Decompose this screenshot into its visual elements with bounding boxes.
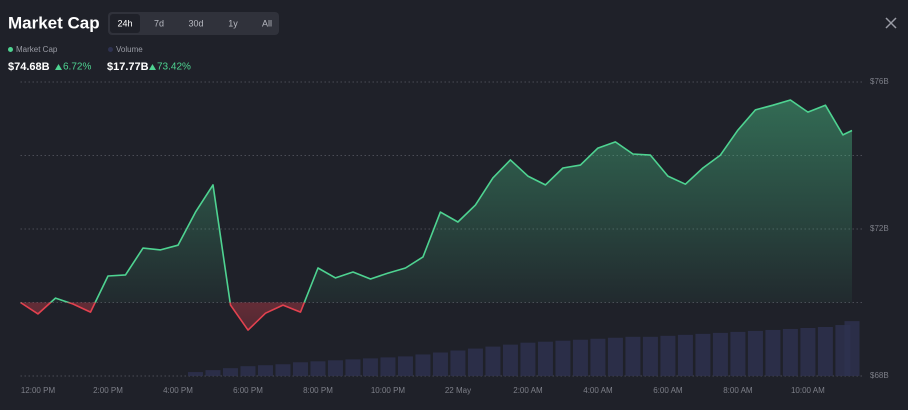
tab[interactable]: 7d: [154, 18, 164, 28]
x-tick-label: 10:00 AM: [791, 386, 825, 395]
stat-change: 6.72%: [63, 62, 91, 73]
volume-bar: [205, 370, 221, 376]
volume-bar: [345, 359, 361, 376]
volume-bar: [275, 364, 291, 376]
tab-label: 1y: [228, 18, 238, 28]
x-tick-label: 4:00 AM: [583, 386, 613, 395]
x-tick-label: 2:00 PM: [93, 386, 123, 395]
close-icon: [885, 17, 897, 29]
volume-bar: [747, 330, 763, 376]
volume-bar: [677, 334, 693, 376]
tab-label: 7d: [154, 18, 164, 28]
x-tick-label: 22 May: [445, 386, 471, 395]
title: Market Cap: [8, 13, 100, 32]
tab-label: All: [262, 18, 272, 28]
y-tick-label: $76B: [870, 77, 889, 86]
price-line: [20, 99, 853, 331]
volume-bar: [380, 357, 396, 376]
volume-bar: [467, 348, 483, 376]
volume-bar: [537, 341, 553, 376]
x-tick-label: 6:00 PM: [233, 386, 263, 395]
x-tick-label: 10:00 PM: [371, 386, 406, 395]
tab[interactable]: 1y: [228, 18, 238, 28]
area-fill: [20, 100, 852, 331]
volume-bar: [327, 360, 343, 376]
volume-bar: [730, 331, 746, 376]
close-button[interactable]: [885, 17, 897, 29]
volume-bar: [362, 358, 378, 376]
y-tick-label: $72B: [870, 224, 889, 233]
volume-bar: [782, 328, 798, 376]
tab[interactable]: All: [262, 18, 272, 28]
tab-label: 30d: [188, 18, 203, 28]
up-arrow: [149, 64, 156, 70]
legend-label: Market Cap: [16, 45, 58, 54]
stat-value: $74.68B: [8, 61, 50, 73]
volume-bar: [187, 372, 203, 376]
legend-dot: [108, 47, 113, 52]
volume-bar: [397, 356, 413, 376]
volume-bar: [485, 346, 501, 376]
tab-bar: [108, 12, 279, 35]
volume-bar: [257, 365, 273, 376]
volume-bar: [695, 333, 711, 376]
volume-bar: [310, 361, 326, 376]
x-tick-label: 6:00 AM: [653, 386, 683, 395]
up-arrow: [55, 64, 62, 70]
y-tick-label: $68B: [870, 371, 889, 380]
volume-bar: [660, 335, 676, 376]
volume-bar: [432, 352, 448, 376]
tab[interactable]: 30d: [188, 18, 203, 28]
volume-bar: [642, 336, 658, 376]
volume-bar: [240, 366, 256, 376]
stat-change: 73.42%: [157, 62, 191, 73]
x-tick-label: 8:00 AM: [723, 386, 753, 395]
volume-bar: [800, 327, 816, 376]
volume-bar: [712, 332, 728, 376]
volume-bar: [590, 338, 606, 376]
volume-bar: [520, 342, 536, 376]
x-tick-label: 2:00 AM: [513, 386, 543, 395]
legend-dot: [8, 47, 13, 52]
x-tick-label: 4:00 PM: [163, 386, 193, 395]
volume-bar: [450, 350, 466, 376]
volume-bar: [572, 339, 588, 376]
volume-bar: [555, 340, 571, 376]
tab-label: 24h: [117, 18, 132, 28]
x-tick-label: 8:00 PM: [303, 386, 333, 395]
x-tick-label: 12:00 PM: [21, 386, 56, 395]
volume-bar: [817, 327, 833, 376]
stat-value: $17.77B: [107, 61, 149, 73]
volume-bar: [415, 354, 431, 376]
volume-bar: [625, 336, 641, 376]
volume-bar: [502, 344, 518, 376]
volume-bar: [844, 321, 860, 376]
volume-bar: [607, 337, 623, 376]
tab[interactable]: 24h: [110, 14, 140, 33]
volume-bar: [765, 329, 781, 376]
volume-bar: [222, 368, 238, 376]
legend-label: Volume: [116, 45, 143, 54]
active-tab-bg: [110, 14, 140, 33]
volume-bar: [292, 362, 308, 376]
